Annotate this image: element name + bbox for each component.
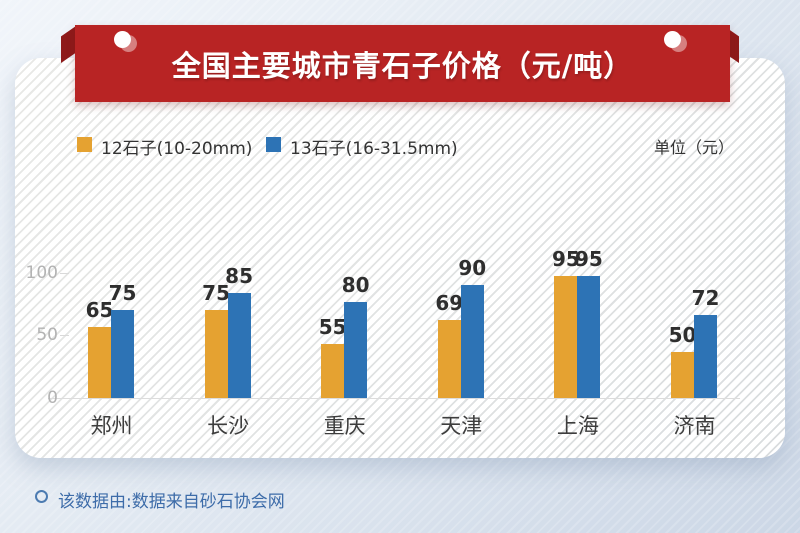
y-axis-tick-mark [60,273,69,274]
bar-济南-series2 [694,315,717,398]
x-axis-category-label: 天津 [440,414,483,438]
bar-value-label: 95 [574,247,603,271]
bar-天津-series2 [460,285,484,398]
data-source-note: 该数据由:数据来自砂石协会网 [58,492,285,512]
decorative-dot-right [664,31,681,48]
y-axis-tick-label: 0 [47,388,58,408]
bar-value-label: 90 [458,256,487,280]
bar-value-label: 72 [691,286,720,310]
decorative-dot-left [114,31,131,48]
footer-bullet-icon [35,490,48,503]
bar-重庆-series1 [321,344,345,398]
bar-value-label: 50 [668,323,697,347]
chart-card [15,58,785,458]
x-axis-category-label: 济南 [673,414,716,438]
bar-上海-series2 [577,276,601,398]
bar-郑州-series1 [88,327,111,398]
bar-value-label: 69 [435,291,464,315]
page-title: 全国主要城市青石子价格（元/吨） [171,48,634,83]
unit-label: 单位（元） [653,138,734,157]
bar-上海-series1 [554,276,578,398]
x-axis-category-label: 上海 [556,414,599,438]
ribbon-fold-left [61,26,76,63]
legend-swatch-series2 [266,137,281,152]
bar-重庆-series2 [344,302,368,398]
x-axis-category-label: 长沙 [207,414,250,438]
bar-长沙-series2 [227,293,251,398]
legend-label-series1: 12石子(10-20mm) [101,139,253,159]
y-axis-tick-label: 100 [25,263,58,283]
legend-swatch-series1 [77,137,92,152]
bar-value-label: 75 [108,281,137,305]
y-axis-tick-label: 50 [36,325,58,345]
bar-长沙-series1 [204,310,228,398]
legend-label-series2: 13石子(16-31.5mm) [290,139,458,159]
bar-value-label: 55 [318,315,347,339]
bar-郑州-series2 [111,310,134,398]
x-axis-category-label: 郑州 [90,414,133,438]
x-axis-baseline [48,398,740,399]
bar-value-label: 85 [225,264,254,288]
bar-value-label: 75 [202,281,231,305]
bar-value-label: 95 [551,247,580,271]
x-axis-category-label: 重庆 [323,414,366,438]
bar-济南-series1 [671,352,694,398]
bar-value-label: 80 [341,273,370,297]
bar-天津-series1 [437,320,461,398]
title-banner: 全国主要城市青石子价格（元/吨） [75,25,730,102]
y-axis-tick-mark [60,335,69,336]
bar-value-label: 65 [85,298,114,322]
